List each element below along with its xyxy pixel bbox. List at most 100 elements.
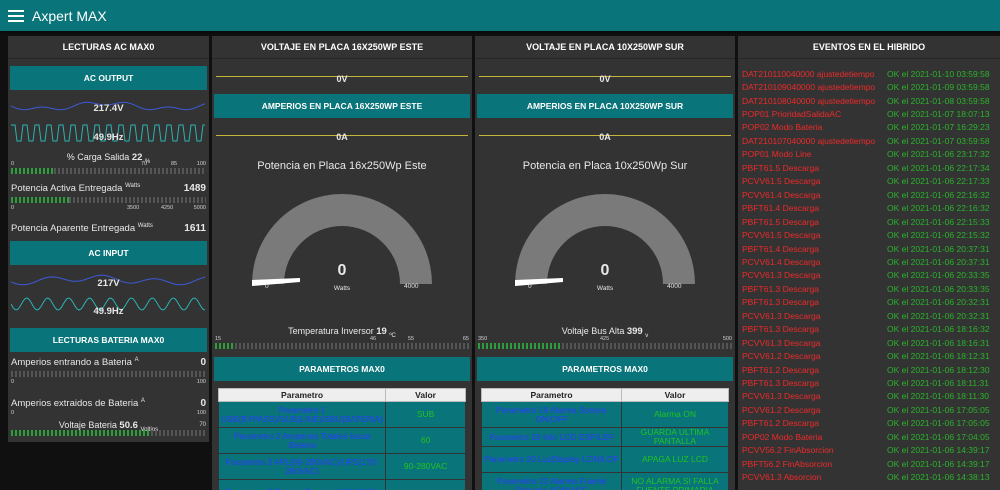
temperatura-level-bar (215, 343, 235, 349)
activa-scale-3500: 3500 (127, 205, 140, 211)
gauge-este-unit: Watts (333, 285, 351, 292)
event-status: OK el 2021-01-06 14:38:13 (887, 472, 990, 483)
param-value: SUB (385, 401, 466, 428)
group-title: LECTURAS AC MAX0 (8, 36, 209, 59)
carga-level-track (54, 168, 206, 174)
ac-output-frequency-sparkline (11, 124, 205, 142)
event-name: PCVV61.2 Descarga (742, 351, 821, 362)
potencia-aparente-row: Potencia Aparente Entregada Watts 1611 (8, 223, 209, 234)
voltaje-sur-chart-line (479, 76, 731, 77)
param-name: Parametro 5 Tipo de Bateria (AGM/FLD) (217, 479, 387, 490)
gauge-sur-title: Potencia en Placa 10x250Wp Sur (522, 160, 688, 172)
event-name: DAT210108040000 ajustedetiempo (742, 95, 876, 106)
event-row: POP01 Modo Line OK el 2021-01-06 23:17:32 (742, 148, 998, 161)
event-row: POP02 Modo Bateria OK el 2021-01-06 17:04… (742, 430, 998, 443)
event-name: PBFT61.5 Descarga (742, 162, 820, 173)
potencia-activa-scale: 0 3500 4250 5000 (11, 205, 206, 211)
param-name: Parametro 18 Alarma Sonora ON/OFF (481, 401, 622, 428)
amperios-extraidos-scale: 0 100 (11, 410, 206, 416)
param-value: Alarma ON (621, 401, 729, 428)
voltaje-bateria-row: Voltaje Bateria 50.6 Voltios (8, 420, 209, 433)
amperios-entrando-unit: A (134, 357, 139, 363)
gauge-este-max: 4000 (404, 283, 419, 290)
event-name: PBFT61.3 Descarga (742, 324, 820, 335)
ac-output-voltage: 217.4V (93, 103, 124, 114)
event-status: OK el 2021-01-06 17:05:05 (887, 404, 990, 415)
voltaje-sur-title: VOLTAJE EN PLACA 10X250WP SUR (475, 36, 735, 59)
event-row: PBFT61.4 Descarga OK el 2021-01-06 20:37:… (742, 242, 998, 255)
bus-alta-scale: 350 425 500 (478, 336, 732, 342)
temperatura-row: Temperatura Inversor 19 ºC (212, 326, 472, 339)
event-row: DAT210107040000 ajustedetiempo OK el 2021… (742, 134, 998, 147)
voltaje-bateria-level-bar (11, 430, 151, 436)
amperios-entrando-scale: 0 100 (11, 379, 206, 385)
event-name: PCVV61.2 Descarga (742, 404, 821, 415)
potencia-aparente-unit: Watts (137, 223, 153, 229)
event-row: PCVV61.4 Descarga OK el 2021-01-06 20:37:… (742, 255, 998, 268)
bus-scale-max: 500 (722, 336, 732, 342)
voltaje-scale-max: 70 (199, 422, 206, 428)
hamburger-menu-icon[interactable] (8, 9, 24, 22)
bus-alta-level-track (562, 343, 732, 349)
parametros-header-sur: PARAMETROS MAX0 (477, 357, 733, 381)
group-lecturas-ac: LECTURAS AC MAX0 AC OUTPUT 217.4V 49.9Hz… (8, 36, 209, 442)
event-row: PCVV61.2 Descarga OK el 2021-01-06 17:05:… (742, 403, 998, 416)
gauge-este-value: 0 (337, 262, 347, 279)
group-placa-este: VOLTAJE EN PLACA 16X250WP ESTE 0V AMPERI… (212, 36, 472, 490)
app-toolbar: Axpert MAX (0, 0, 1000, 31)
voltaje-bateria-unit: Voltios (140, 427, 158, 433)
amperios-entrando-level-track (11, 371, 206, 377)
temperatura-value: 19 (376, 326, 387, 337)
bus-alta-value: 399 (626, 326, 643, 337)
gauge-este-min: 0 (265, 283, 269, 290)
event-name: PCVV61.3 Descarga (742, 270, 821, 281)
amperios-sur-chart-line (479, 135, 731, 136)
param-name: Parametro 22 Alarma Fuente Primaria AON/… (481, 472, 622, 490)
event-name: PCVV61.3 Descarga (742, 391, 821, 402)
gauge-sur-needle (515, 278, 563, 286)
voltaje-bateria-value: 50.6 (119, 420, 138, 431)
gauge-este-needle (252, 278, 300, 286)
table-row: Parametro 20 LuzDisplay LON/LOF APAGA LUZ… (481, 446, 729, 473)
event-name: PCVV61.5 Descarga (742, 176, 821, 187)
amperios-este-chart-line (216, 135, 468, 136)
event-status: OK el 2021-01-07 18:07:13 (887, 109, 990, 120)
event-name: DAT210110040000 ajustedetiempo (742, 68, 875, 79)
activa-scale-4250: 4250 (161, 205, 174, 211)
col-parametro-header: Parametro (481, 388, 622, 402)
potencia-activa-row: Potencia Activa Entregada Watts 1489 (8, 183, 209, 194)
amperios-entrando-row: Amperios entrando a Bateria A 0 (8, 357, 209, 368)
event-status: OK el 2021-01-06 17:04:05 (887, 431, 990, 442)
event-name: PBFT61.3 Descarga (742, 297, 820, 308)
event-row: DAT210109040000 ajustedetiempo OK el 2021… (742, 80, 998, 93)
event-name: PCVV61.3 Absorcion (742, 472, 822, 483)
activa-scale-min: 0 (11, 205, 15, 211)
event-status: OK el 2021-01-07 16:29:23 (887, 122, 990, 133)
event-row: DAT210110040000 ajustedetiempo OK el 2021… (742, 67, 998, 80)
event-status: OK el 2021-01-06 20:37:31 (887, 243, 990, 254)
potencia-aparente-label: Potencia Aparente Entregada (11, 223, 136, 235)
ac-input-voltage-sparkline (11, 274, 206, 286)
event-row: POP01 PrioridadSalidaAC OK el 2021-01-07 … (742, 107, 998, 120)
param-name: Parametro 3 APL(90-280VAC)/UPS(170-280VA… (217, 453, 387, 480)
param-value: GUARDA ULTIMA PANTALLA (621, 427, 729, 447)
amperios-este-title: AMPERIOS EN PLACA 16X250WP ESTE (214, 94, 470, 118)
event-name: PCVV56.2 FinAbsorcion (742, 445, 834, 456)
param-value: 90-280VAC (385, 453, 466, 480)
carga-scale-min: 0 (11, 161, 15, 167)
param-value: 60 (385, 427, 466, 454)
temperatura-label: Temperatura Inversor (288, 326, 374, 336)
temp-scale-min: 15 (215, 336, 222, 342)
parametros-table-left: Parametro Valor Parametro 1 USB(BYPASS)/… (217, 388, 466, 490)
gauge-sur-unit: Watts (596, 285, 614, 292)
carga-salida-label: % Carga Salida (66, 152, 130, 162)
group-eventos: EVENTOS EN EL HIBRIDO DAT210110040000 aj… (738, 36, 1000, 490)
voltaje-bateria-label: Voltaje Bateria (58, 420, 117, 430)
event-name: PBFT61.5 Descarga (742, 216, 820, 227)
bus-scale-min: 350 (478, 336, 488, 342)
event-status: OK el 2021-01-06 23:17:32 (887, 149, 990, 160)
event-status: OK el 2021-01-06 20:33:35 (887, 283, 990, 294)
col-parametro-header: Parametro (217, 388, 387, 402)
event-status: OK el 2021-01-06 22:16:32 (887, 189, 990, 200)
table-row: Parametro 2 Amperios Totales hacia Bater… (217, 427, 466, 454)
